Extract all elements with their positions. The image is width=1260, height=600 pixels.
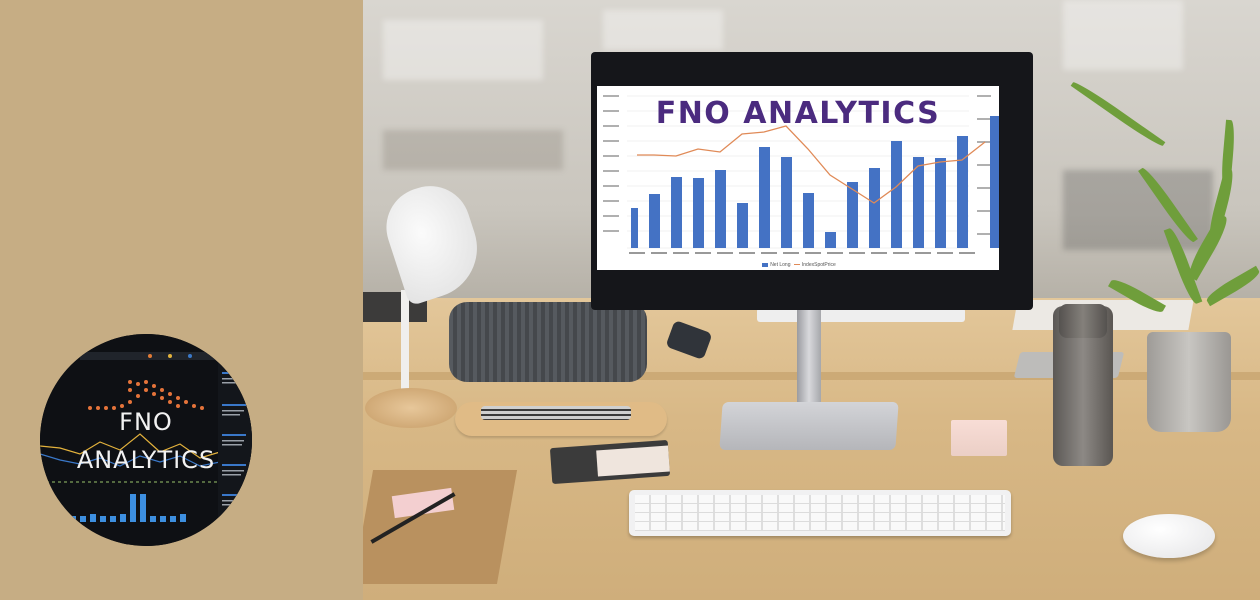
speaker-organizer (449, 302, 647, 382)
screen-chart (603, 95, 999, 254)
screen-title: FNO ANALYTICS (655, 96, 941, 131)
background-keyboard (757, 308, 965, 322)
logo-text-analytics: ANALYTICS (76, 446, 216, 474)
lamp-arm (401, 290, 409, 410)
office-background (363, 0, 1260, 300)
legend-swatch-bar (762, 262, 769, 267)
keyboard-rows (635, 495, 1005, 531)
monitor-stand-base (719, 402, 899, 450)
logo-background-chart (40, 334, 252, 546)
logo-text-fno: FNO (119, 408, 173, 436)
left-panel: FNO ANALYTICS (0, 0, 363, 600)
brown-folder (363, 470, 518, 584)
mouse (1123, 514, 1215, 558)
legend-label-line: IndexSpotPrice (801, 262, 836, 268)
plant-pot (1147, 332, 1231, 432)
bottle-cap (1059, 304, 1107, 338)
legend-label-bar: Net Long (770, 262, 791, 268)
notebook-page (596, 445, 670, 477)
fno-analytics-logo: FNO ANALYTICS (40, 334, 252, 546)
pens (481, 406, 631, 420)
office-desk-photo: FNO ANALYTICS Net Long IndexSpotPrice (363, 0, 1260, 600)
keyboard (629, 490, 1011, 536)
monitor-screen: FNO ANALYTICS Net Long IndexSpotPrice (597, 86, 999, 270)
sticky-notes (951, 420, 1007, 456)
lamp-base (365, 388, 457, 428)
chart-legend: Net Long IndexSpotPrice (597, 262, 999, 268)
monitor-stand-neck (797, 308, 821, 418)
legend-swatch-line (793, 264, 800, 266)
